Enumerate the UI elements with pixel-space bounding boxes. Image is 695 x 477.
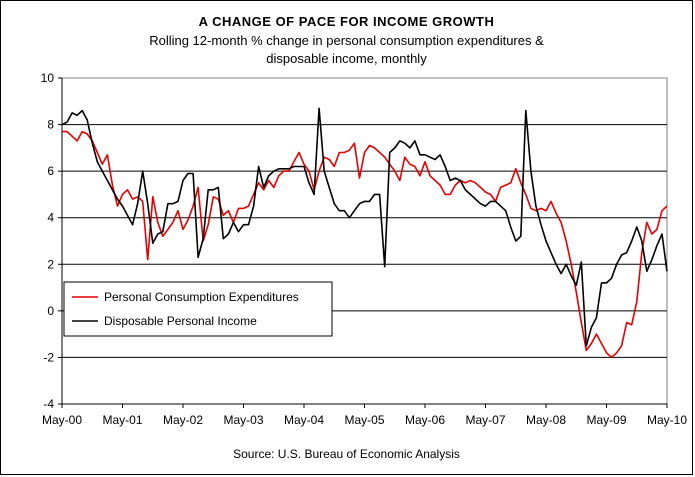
x-tick-label: May-08 [526, 413, 566, 427]
chart-source: Source: U.S. Bureau of Economic Analysis [233, 447, 460, 461]
x-tick-label: May-04 [284, 413, 324, 427]
x-tick-label: May-09 [586, 413, 626, 427]
y-tick-label: 0 [47, 304, 54, 318]
y-tick-label: -2 [43, 350, 54, 364]
chart-subtitle-line-2: disposable income, monthly [266, 51, 427, 66]
y-tick-label: -4 [43, 397, 54, 411]
x-tick-label: May-10 [647, 413, 687, 427]
y-tick-label: 6 [47, 164, 54, 178]
chart-subtitle-line-1: Rolling 12-month % change in personal co… [149, 33, 544, 48]
x-tick-label: May-03 [223, 413, 263, 427]
x-tick-label: May-01 [102, 413, 142, 427]
chart-title: A CHANGE OF PACE FOR INCOME GROWTH [198, 14, 495, 29]
y-tick-label: 10 [41, 71, 55, 85]
series-line-pce [62, 130, 668, 359]
x-tick-label: May-02 [163, 413, 203, 427]
legend-label: Personal Consumption Expenditures [104, 290, 299, 304]
y-tick-label: 8 [47, 118, 54, 132]
x-tick-label: May-07 [465, 413, 505, 427]
legend-label: Disposable Personal Income [104, 314, 257, 328]
x-tick-label: May-00 [42, 413, 82, 427]
legend-box [63, 281, 333, 337]
x-tick-label: May-05 [344, 413, 384, 427]
series-line-dpi [61, 107, 668, 347]
x-tick-label: May-06 [405, 413, 445, 427]
y-tick-label: 2 [47, 257, 54, 271]
y-tick-label: 4 [47, 211, 54, 225]
